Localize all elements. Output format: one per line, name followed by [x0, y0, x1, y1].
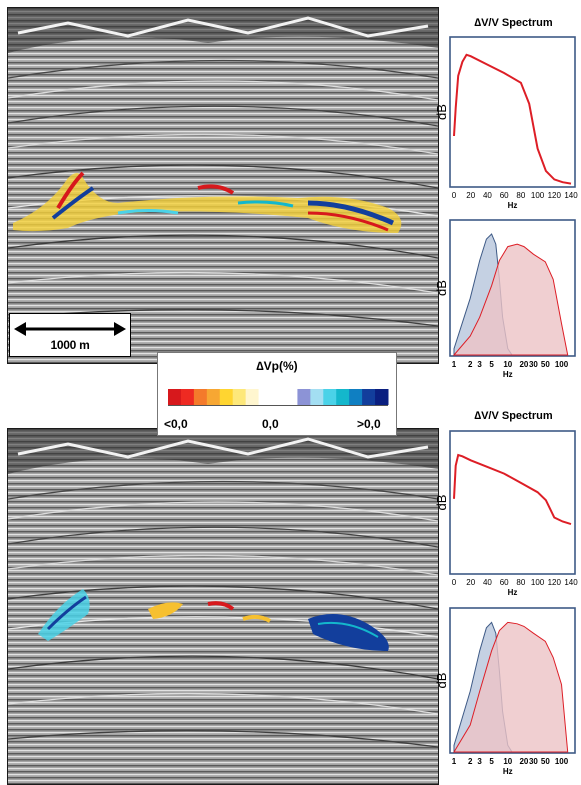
chart-title-top: ∆V/V Spectrum — [474, 17, 553, 29]
x-axis-label: Hz — [508, 201, 518, 210]
color-legend: ∆Vp(%) <0,0 0,0 >0,0 — [157, 352, 397, 436]
seismic-section-bottom — [7, 428, 439, 785]
x-tick-label: 100 — [555, 757, 569, 766]
scale-bar: 1000 m — [9, 313, 131, 357]
x-tick-label: 2 — [468, 757, 473, 766]
x-tick-label: 100 — [531, 191, 545, 200]
plot-frame — [449, 36, 576, 188]
legend-swatch — [219, 389, 234, 405]
legend-swatch — [310, 389, 324, 405]
legend-colorbar — [168, 389, 389, 406]
x-tick-label: 5 — [489, 757, 494, 766]
legend-swatch — [375, 389, 389, 405]
y-axis-label: dB — [434, 280, 449, 296]
legend-swatch — [323, 389, 337, 405]
x-tick-label: 100 — [531, 578, 545, 587]
x-tick-label: 40 — [483, 191, 492, 200]
legend-title: ∆Vp(%) — [256, 359, 298, 373]
legend-swatch — [336, 389, 350, 405]
legend-swatch — [258, 389, 298, 405]
legend-tick-negative: <0,0 — [164, 417, 188, 431]
x-axis-label: Hz — [508, 588, 518, 597]
spectrum-line — [453, 53, 572, 185]
x-tick-label: 0 — [452, 578, 457, 587]
x-axis-label: Hz — [503, 370, 513, 379]
x-tick-label: 50 — [541, 360, 550, 369]
x-tick-label: 140 — [564, 191, 578, 200]
spectrum-chart-3: dB 0 20 40 60 80 100 120 140 Hz — [434, 430, 578, 597]
x-tick-label: 120 — [548, 191, 562, 200]
legend-swatch — [297, 389, 311, 405]
chart-title-bottom: ∆V/V Spectrum — [474, 410, 553, 422]
x-tick-label: 3 — [477, 757, 482, 766]
x-tick-label: 100 — [555, 360, 569, 369]
x-tick-label: 50 — [541, 757, 550, 766]
x-tick-label: 60 — [500, 191, 509, 200]
x-tick-label: 10 — [503, 360, 512, 369]
y-axis-label: dB — [434, 673, 449, 689]
spectrum-chart-2: dB 1 2 3 5 10 20 30 50 100 Hz — [434, 219, 576, 379]
legend-swatch — [349, 389, 363, 405]
legend-swatch — [245, 389, 260, 405]
spectrum-area-red — [452, 243, 569, 356]
x-tick-label: 20 — [466, 191, 475, 200]
scale-arrow-icon — [14, 322, 126, 336]
legend-swatch — [180, 389, 195, 405]
x-tick-label: 1 — [452, 757, 457, 766]
x-tick-label: 3 — [477, 360, 482, 369]
x-tick-label: 30 — [529, 360, 538, 369]
y-axis-label: dB — [434, 104, 449, 120]
x-tick-label: 5 — [489, 360, 494, 369]
legend-swatch — [193, 389, 208, 405]
x-tick-label: 0 — [452, 191, 457, 200]
seismic-image-top — [8, 8, 438, 363]
x-tick-label: 80 — [516, 578, 525, 587]
legend-tick-positive: >0,0 — [357, 417, 381, 431]
legend-swatch — [168, 389, 182, 405]
x-tick-label: 2 — [468, 360, 473, 369]
x-tick-label: 1 — [452, 360, 457, 369]
y-axis-label: dB — [434, 495, 449, 511]
x-tick-label: 20 — [466, 578, 475, 587]
spectrum-area-red — [453, 621, 569, 753]
spectrum-line — [453, 453, 572, 526]
seismic-image-bottom — [8, 429, 438, 784]
x-tick-label: 60 — [500, 578, 509, 587]
x-tick-label: 40 — [483, 578, 492, 587]
plot-frame — [449, 430, 576, 575]
x-tick-label: 20 — [519, 360, 528, 369]
legend-swatch — [362, 389, 376, 405]
x-tick-label: 140 — [564, 578, 578, 587]
x-tick-label: 10 — [503, 757, 512, 766]
x-tick-label: 30 — [529, 757, 538, 766]
x-tick-label: 120 — [548, 578, 562, 587]
x-tick-label: 80 — [516, 191, 525, 200]
spectrum-chart-1: dB 0 20 40 60 80 100 120 140 Hz — [434, 36, 578, 210]
scale-bar-label: 1000 m — [50, 338, 90, 352]
legend-swatch — [232, 389, 247, 405]
seismic-section-top — [7, 7, 439, 364]
x-axis-label: Hz — [503, 767, 513, 776]
legend-tick-zero: 0,0 — [262, 417, 279, 431]
legend-swatch — [206, 389, 221, 405]
spectrum-chart-4: dB 1 2 3 5 10 20 30 50 100 Hz — [434, 607, 576, 776]
x-tick-label: 20 — [519, 757, 528, 766]
